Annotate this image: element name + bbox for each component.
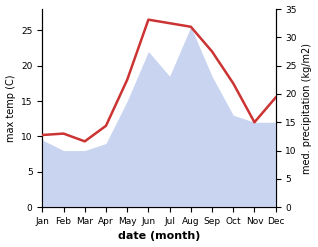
Y-axis label: med. precipitation (kg/m2): med. precipitation (kg/m2) <box>302 43 313 174</box>
X-axis label: date (month): date (month) <box>118 231 200 242</box>
Y-axis label: max temp (C): max temp (C) <box>5 74 16 142</box>
